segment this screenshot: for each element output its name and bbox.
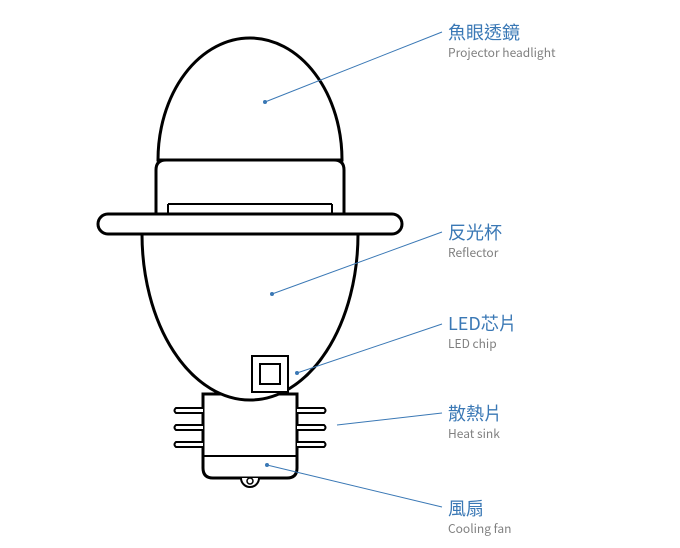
headlight-diagram-svg bbox=[0, 0, 680, 548]
heatsink-fin-right bbox=[297, 425, 326, 430]
upper-frame bbox=[156, 160, 344, 214]
heatsink-fin-left bbox=[175, 425, 204, 430]
flange-mask bbox=[144, 216, 356, 234]
heat-sink-leader bbox=[337, 413, 442, 425]
fan-leader-dot bbox=[265, 463, 269, 467]
heatsink-fin-right bbox=[297, 408, 326, 413]
diagram-canvas: 魚眼透鏡Projector headlight反光杯ReflectorLED芯片… bbox=[0, 0, 680, 548]
heatsink-fin-left bbox=[175, 442, 204, 447]
reflector-bowl bbox=[142, 234, 358, 400]
base-housing bbox=[203, 394, 297, 478]
fan-leader bbox=[267, 465, 442, 507]
reflector-leader-dot bbox=[270, 292, 274, 296]
led-chip-inner bbox=[260, 364, 280, 384]
heatsink-fin-right bbox=[297, 442, 326, 447]
led-chip-leader-dot bbox=[295, 371, 299, 375]
projector-leader-dot bbox=[263, 100, 267, 104]
lens-dome bbox=[158, 38, 342, 160]
fan-nub bbox=[241, 478, 259, 487]
heatsink-fin-left bbox=[175, 408, 204, 413]
